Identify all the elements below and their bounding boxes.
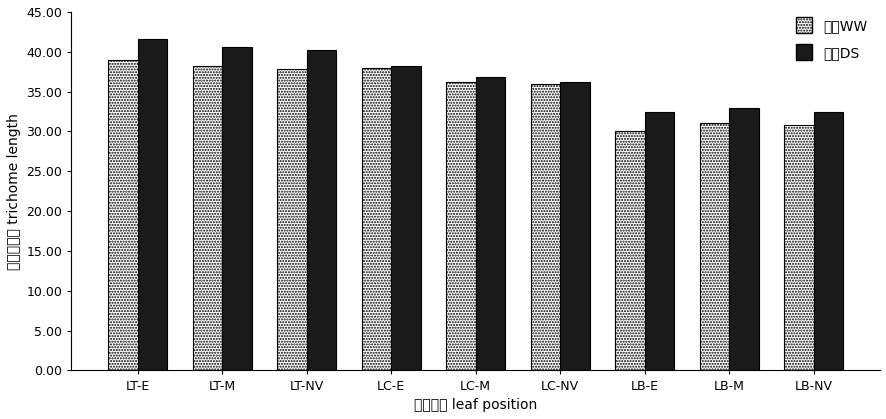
Bar [475, 77, 505, 370]
Bar [560, 82, 589, 370]
Bar [276, 69, 307, 370]
Y-axis label: 表皮毛长度 trichome length: 表皮毛长度 trichome length [7, 113, 21, 270]
Bar [530, 84, 560, 370]
Bar [644, 112, 673, 370]
Bar [137, 39, 167, 370]
Bar [307, 50, 336, 370]
Bar [108, 60, 137, 370]
Bar [812, 112, 843, 370]
Bar [728, 108, 758, 370]
Bar [699, 124, 728, 370]
Bar [222, 47, 252, 370]
Bar [361, 68, 391, 370]
Legend: 水地WW, 旱地DS: 水地WW, 旱地DS [789, 12, 872, 66]
Bar [783, 125, 812, 370]
Bar [446, 82, 475, 370]
Bar [615, 132, 644, 370]
Bar [192, 66, 222, 370]
X-axis label: 叶片部位 leaf position: 叶片部位 leaf position [414, 398, 537, 412]
Bar [391, 66, 420, 370]
